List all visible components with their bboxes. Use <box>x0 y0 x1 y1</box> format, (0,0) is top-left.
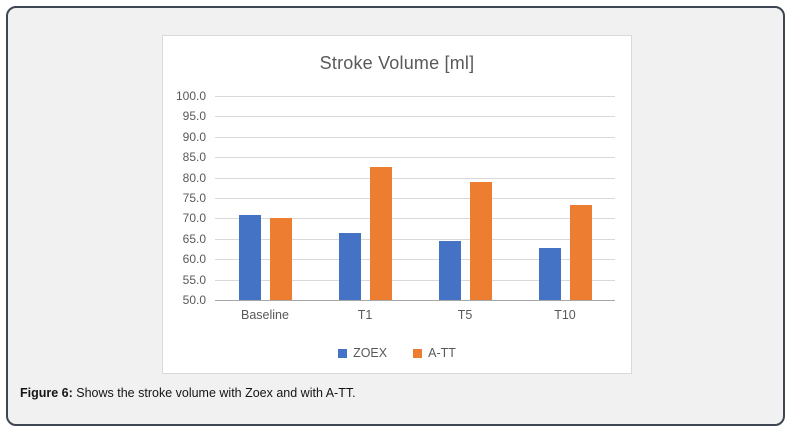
y-tick-label: 60.0 <box>182 252 206 267</box>
bar-a-tt-baseline <box>269 218 292 300</box>
y-tick-label: 100.0 <box>175 89 206 103</box>
chart-area: Stroke Volume [ml] 100.0 95.0 90.0 85.0 80.0… <box>162 35 632 374</box>
gridline-90.0 <box>215 136 615 138</box>
x-axis-labels: Baseline T1 T5 T10 <box>215 308 615 322</box>
bar-group-t5 <box>415 96 515 300</box>
gridline-65.0 <box>215 238 615 240</box>
gridline-85.0 <box>215 157 615 159</box>
y-tick-label: 55.0 <box>182 272 206 287</box>
bar-zoex-t10 <box>538 248 561 300</box>
y-tick-label: 90.0 <box>182 129 206 144</box>
bar-group-baseline <box>215 96 315 300</box>
gridline-55.0 <box>215 279 615 281</box>
legend-swatch-icon <box>413 348 423 358</box>
x-tick-label-t10: T10 <box>554 308 576 322</box>
y-tick-label: 50.0 <box>182 293 206 307</box>
legend-swatch-icon <box>338 348 348 358</box>
gridline-60.0 <box>215 259 615 261</box>
gridline-100.0 <box>215 96 615 97</box>
y-tick-label: 85.0 <box>182 150 206 165</box>
bar-group-t1 <box>315 96 415 300</box>
legend: ZOEX A-TT <box>163 346 631 360</box>
x-tick-label-t5: T5 <box>457 308 473 322</box>
bar-group-t10 <box>515 96 615 300</box>
bar-a-tt-t10 <box>569 204 592 300</box>
legend-label: A-TT <box>428 346 456 360</box>
plot-area: 100.0 95.0 90.0 85.0 80.0 75.0 70.0 65.0 60.0 55.… <box>176 89 615 307</box>
gridline-80.0 <box>215 177 615 179</box>
legend-item-zoex: ZOEX <box>338 346 387 360</box>
y-tick-label: 70.0 <box>182 211 206 226</box>
chart-title: Stroke Volume [ml] <box>319 53 475 73</box>
bar-a-tt-t5 <box>469 181 492 300</box>
gridline-50.0 <box>215 300 615 301</box>
bar-zoex-baseline <box>238 215 261 300</box>
caption-text: Shows the stroke volume with Zoex and wi… <box>72 386 356 400</box>
bar-zoex-t5 <box>438 240 461 300</box>
legend-item-a-tt: A-TT <box>413 346 456 360</box>
gridline-95.0 <box>215 116 615 118</box>
caption-label: Figure 6: <box>20 386 73 400</box>
gridline-75.0 <box>215 198 615 199</box>
figure-caption: Figure 6: Shows the stroke volume with Z… <box>20 386 356 400</box>
y-tick-label: 75.0 <box>182 191 206 205</box>
figure-frame: Stroke Volume [ml] 100.0 95.0 90.0 85.0 80.0… <box>6 6 785 426</box>
bar-a-tt-t1 <box>369 167 392 300</box>
y-tick-label: 80.0 <box>182 170 206 185</box>
x-tick-label-baseline: Baseline <box>241 308 289 322</box>
bar-series <box>215 96 615 300</box>
y-tick-label: 65.0 <box>182 231 206 246</box>
gridline-70.0 <box>215 218 615 220</box>
legend-label: ZOEX <box>353 346 388 360</box>
x-tick-label-t1: T1 <box>357 308 373 322</box>
y-tick-label: 95.0 <box>182 109 206 124</box>
bar-zoex-t1 <box>338 233 361 300</box>
